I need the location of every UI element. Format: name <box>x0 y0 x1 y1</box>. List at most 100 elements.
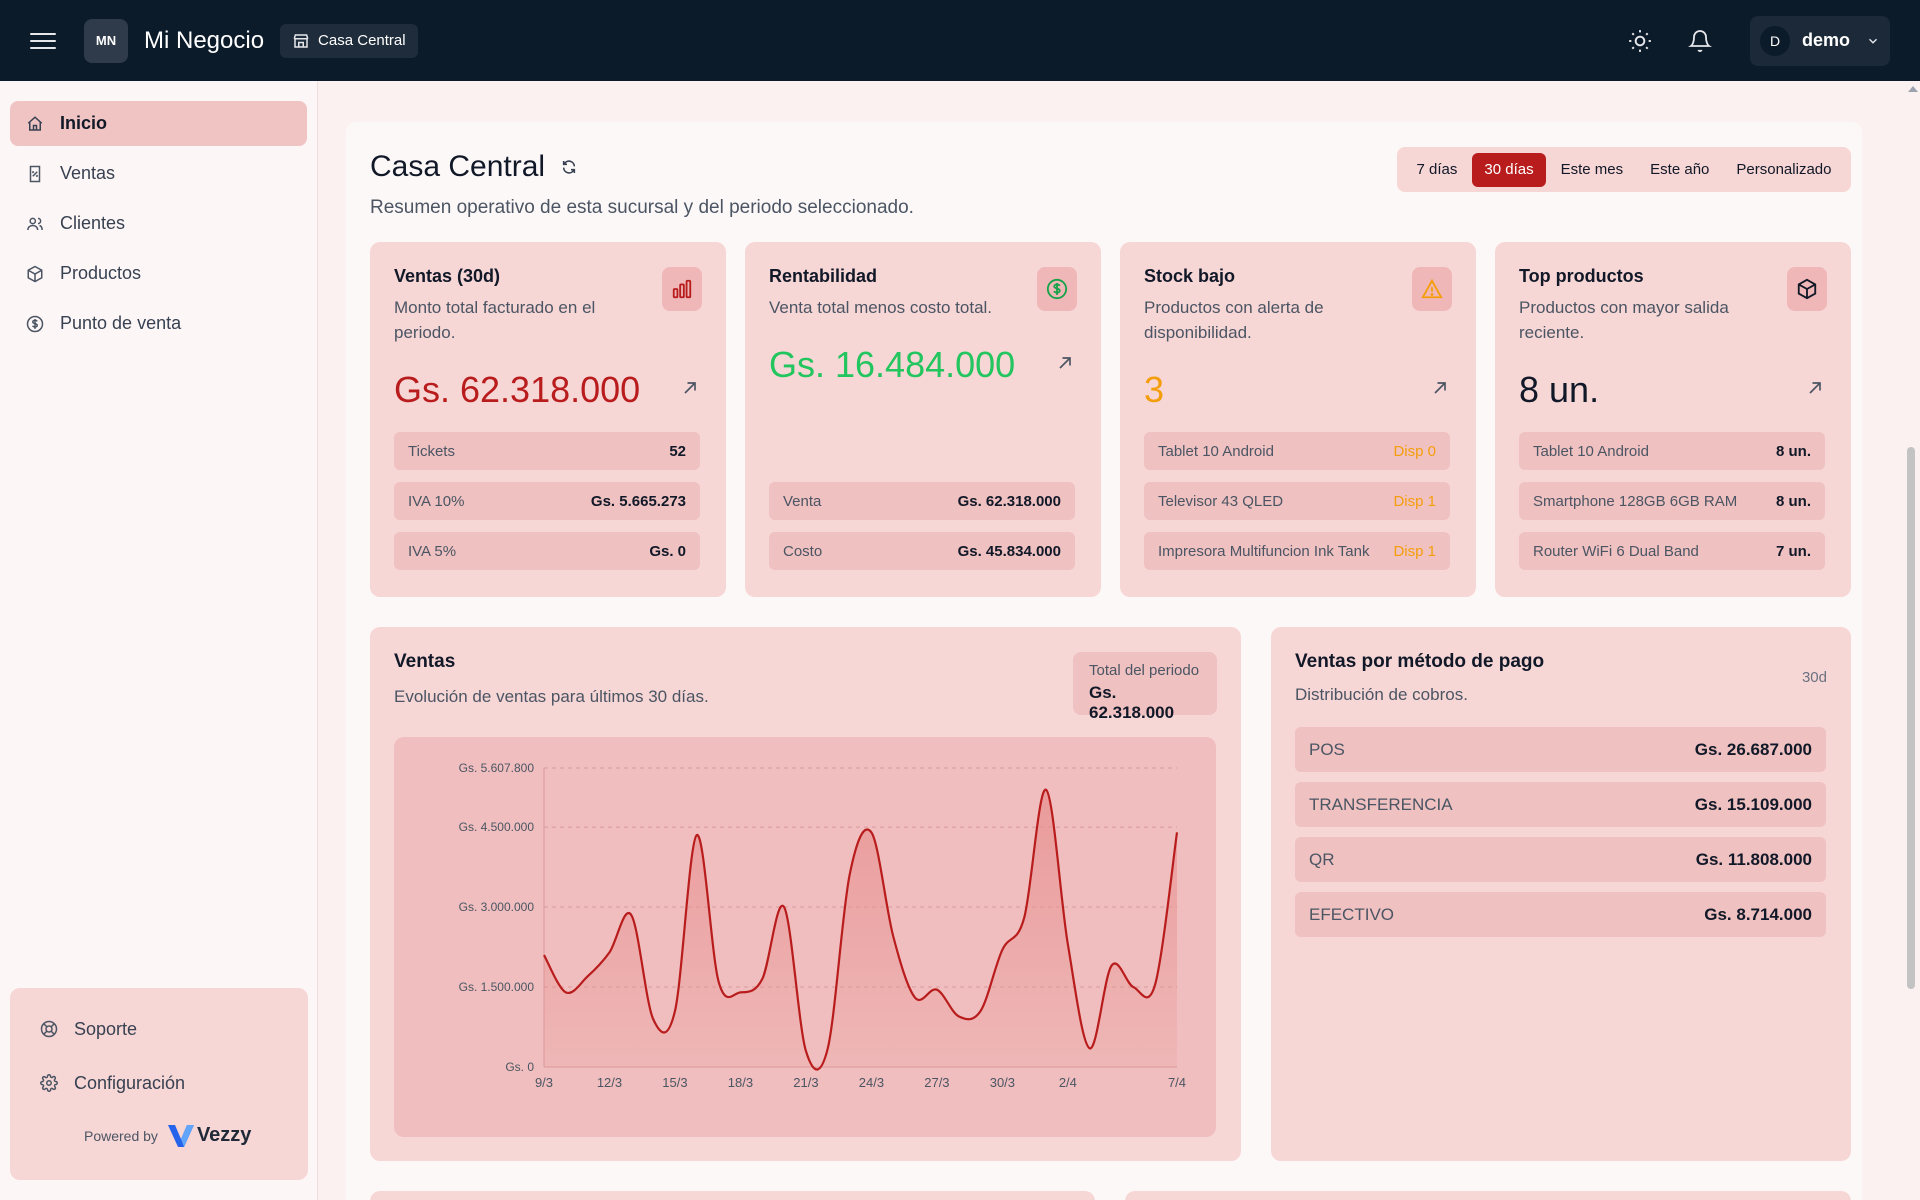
period-tab-30-dias[interactable]: 30 días <box>1472 152 1546 187</box>
kpi-description: Monto total facturado en el periodo. <box>394 298 596 342</box>
x-tick-label: 30/3 <box>990 1075 1015 1090</box>
kpi-row-value: Disp 0 <box>1393 442 1436 460</box>
kpi-row-label: Impresora Multifuncion Ink Tank <box>1158 542 1370 560</box>
payments-subtitle: Distribución de cobros. <box>1295 685 1468 704</box>
sidebar-item-punto-de-venta[interactable]: Punto de venta <box>10 301 307 346</box>
next-card-left <box>370 1191 1095 1200</box>
payment-row: TRANSFERENCIA Gs. 15.109.000 <box>1295 782 1826 827</box>
kpi-row-value: Disp 1 <box>1393 492 1436 510</box>
x-tick-label: 7/4 <box>1168 1075 1186 1090</box>
user-name: demo <box>1802 30 1851 50</box>
kpi-row-value: 52 <box>669 442 686 460</box>
x-tick-label: 15/3 <box>662 1075 687 1090</box>
payment-method-value: Gs. 11.808.000 <box>1695 849 1812 869</box>
kpi-row: Televisor 43 QLED Disp 1 <box>1144 482 1450 520</box>
sidebar-item-label: Productos <box>60 263 142 283</box>
payment-row: EFECTIVO Gs. 8.714.000 <box>1295 892 1826 937</box>
kpi-row: Router WiFi 6 Dual Band 7 un. <box>1519 532 1825 570</box>
theme-toggle-button[interactable] <box>1618 19 1662 63</box>
kpi-row-label: Venta <box>783 492 822 510</box>
period-total-value: Gs. 62.318.000 <box>1089 683 1175 722</box>
payment-row: QR Gs. 11.808.000 <box>1295 837 1826 882</box>
support-link[interactable]: Soporte <box>40 1002 278 1056</box>
support-label: Soporte <box>74 1018 138 1039</box>
payments-title: Ventas por método de pago <box>1295 651 1545 672</box>
scrollbar-thumb[interactable] <box>1907 447 1915 989</box>
payment-method-label: EFECTIVO <box>1309 904 1395 924</box>
users-icon <box>27 217 43 230</box>
box-icon <box>27 265 43 282</box>
payments-period-badge: 30d <box>1801 669 1827 686</box>
vezzy-logo: Vezzy <box>167 1124 252 1147</box>
kpi-card-ventas: Ventas (30d) Monto total facturado en el… <box>370 242 726 597</box>
arrow-up-right-icon[interactable] <box>1055 353 1075 373</box>
scroll-up-arrow[interactable] <box>1908 86 1918 92</box>
lifebuoy-icon <box>40 1020 58 1038</box>
menu-icon[interactable] <box>30 28 56 54</box>
user-menu[interactable]: D demo <box>1750 15 1890 66</box>
notifications-button[interactable] <box>1678 19 1722 63</box>
powered-by-label: Powered by <box>84 1127 158 1144</box>
kpi-row-label: IVA 5% <box>408 542 457 560</box>
kpi-row: IVA 10% Gs. 5.665.273 <box>394 482 700 520</box>
page-title-text: Casa Central <box>370 150 546 183</box>
branch-label: Casa Central <box>318 32 406 49</box>
kpi-title: Stock bajo <box>1144 266 1236 286</box>
kpi-card-rentabilidad: Rentabilidad Venta total menos costo tot… <box>745 242 1101 597</box>
refresh-icon[interactable] <box>561 159 577 175</box>
kpi-row-value: Gs. 62.318.000 <box>957 492 1061 510</box>
kpi-row-value: 8 un. <box>1775 492 1811 510</box>
arrow-up-right-icon[interactable] <box>1430 378 1450 398</box>
kpi-description: Productos con alerta de disponibilidad. <box>1144 298 1324 342</box>
x-tick-label: 21/3 <box>793 1075 818 1090</box>
top-bar: MN Mi Negocio Casa Central D demo <box>0 0 1920 81</box>
period-selector: 7 días 30 días Este mes Este año Persona… <box>1397 147 1851 192</box>
kpi-row-label: Costo <box>783 542 823 560</box>
sales-line-chart: Gs. 0 Gs. 1.500.000 Gs. 3.000.000 Gs. 4.500… <box>459 761 1186 1090</box>
kpi-row-value: Gs. 5.665.273 <box>590 492 686 510</box>
period-tab-este-mes[interactable]: Este mes <box>1560 161 1624 178</box>
period-total-box: Total del periodo Gs. 62.318.000 <box>1073 652 1217 722</box>
kpi-row-label: Tickets <box>408 442 455 460</box>
vezzy-label: Vezzy <box>196 1124 252 1146</box>
period-tab-7-dias[interactable]: 7 días <box>1416 161 1458 178</box>
logo: MN <box>84 18 128 63</box>
arrow-up-right-icon[interactable] <box>1805 378 1825 398</box>
kpi-row-value: 8 un. <box>1775 442 1811 460</box>
period-tab-personalizado[interactable]: Personalizado <box>1736 161 1832 178</box>
settings-label: Configuración <box>74 1072 186 1093</box>
kpi-row-label: Smartphone 128GB 6GB RAM <box>1533 492 1738 510</box>
kpi-row: Tablet 10 Android 8 un. <box>1519 432 1825 470</box>
gear-icon <box>40 1074 58 1092</box>
home-icon <box>27 115 43 131</box>
sidebar-item-clientes[interactable]: Clientes <box>10 201 307 246</box>
branch-selector[interactable]: Casa Central <box>280 23 418 58</box>
payment-method-label: QR <box>1309 849 1335 869</box>
sidebar-item-label: Ventas <box>60 163 116 183</box>
y-tick-label: Gs. 0 <box>505 1060 534 1074</box>
arrow-up-right-icon[interactable] <box>680 378 700 398</box>
sidebar-item-inicio[interactable]: Inicio <box>10 101 307 146</box>
kpi-row-value: 7 un. <box>1775 542 1811 560</box>
kpi-row: Impresora Multifuncion Ink Tank Disp 1 <box>1144 532 1450 570</box>
kpi-row: Costo Gs. 45.834.000 <box>769 532 1075 570</box>
payment-method-label: TRANSFERENCIA <box>1309 794 1453 814</box>
sidebar-footer: Soporte Configuración Powered by Vezzy <box>10 988 308 1180</box>
kpi-card-top-productos: Top productos Productos con mayor salida… <box>1495 242 1851 597</box>
kpi-row-label: Televisor 43 QLED <box>1158 492 1284 510</box>
kpi-row-value: Disp 1 <box>1393 542 1436 560</box>
bell-icon <box>1688 29 1712 52</box>
sidebar-item-ventas[interactable]: Ventas <box>10 151 307 196</box>
kpi-title: Rentabilidad <box>769 266 878 286</box>
receipt-icon <box>29 165 41 182</box>
y-tick-label: Gs. 1.500.000 <box>459 980 535 994</box>
kpi-description: Productos con mayor salida reciente. <box>1519 298 1729 342</box>
sidebar-item-label: Punto de venta <box>60 313 182 333</box>
sales-series-line <box>543 788 1179 1071</box>
period-tab-este-ano[interactable]: Este año <box>1650 161 1710 178</box>
sidebar-item-productos[interactable]: Productos <box>10 251 307 296</box>
chart-subtitle: Evolución de ventas para últimos 30 días… <box>394 687 709 706</box>
settings-link[interactable]: Configuración <box>40 1056 278 1110</box>
powered-by: Powered by Vezzy <box>40 1124 278 1147</box>
dollar-circle-icon <box>26 315 44 332</box>
